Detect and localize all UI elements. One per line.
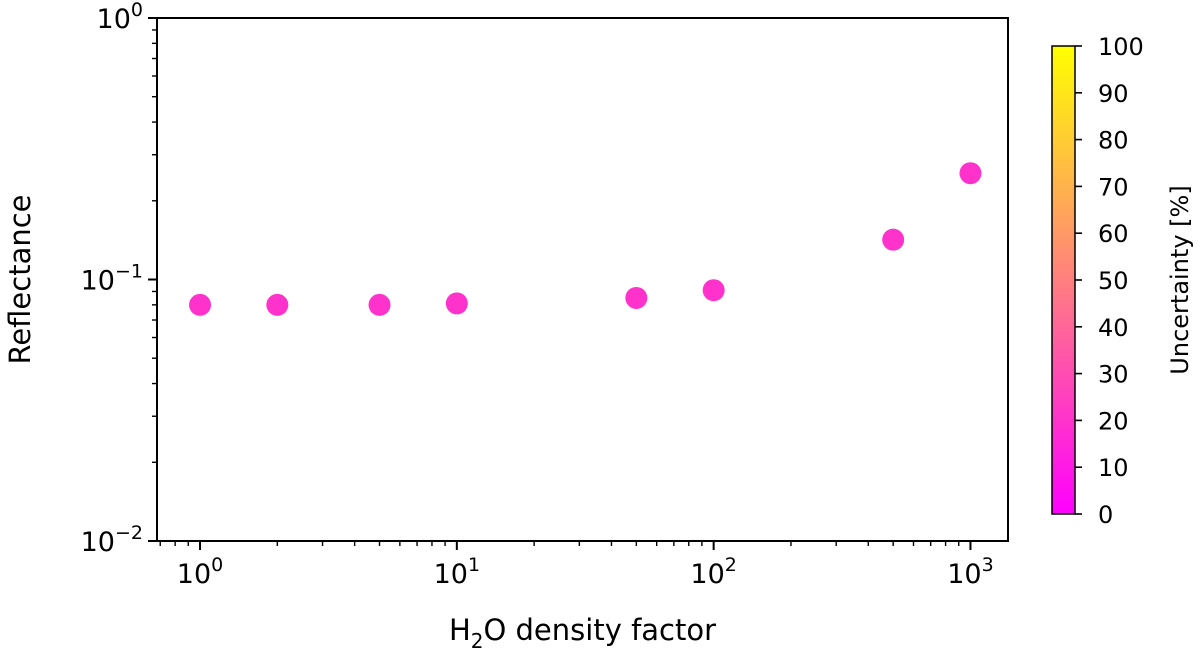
- colorbar-label: Uncertainty [%]: [1166, 185, 1194, 374]
- y-tick-label: 10−1: [81, 261, 143, 297]
- colorbar-tick-label: 60: [1098, 220, 1129, 248]
- colorbar: 0 10 20 30 40 50 60 70 80 90 100 Uncertainty [%]: [1051, 33, 1194, 529]
- y-tick-label: 100: [97, 0, 143, 35]
- y-axis-label: Reflectance: [3, 194, 37, 364]
- y-tick-label: 10−2: [81, 522, 143, 558]
- colorbar-gradient: [1051, 45, 1076, 515]
- x-major-ticks: 100 101 102 103: [177, 541, 994, 590]
- x-tick-label: 100: [177, 554, 223, 590]
- colorbar-tick-label: 70: [1098, 173, 1129, 201]
- y-major-ticks: 10−2 10−1 100: [81, 0, 157, 558]
- plot-frame: [156, 17, 1009, 542]
- colorbar-ticks: 0 10 20 30 40 50 60 70 80 90 100: [1075, 33, 1144, 529]
- colorbar-tick-label: 50: [1098, 267, 1129, 295]
- colorbar-tick-label: 0: [1098, 501, 1113, 529]
- colorbar-tick-label: 40: [1098, 314, 1129, 342]
- data-point: [625, 286, 648, 309]
- colorbar-tick-label: 30: [1098, 361, 1129, 389]
- x-minor-ticks: [159, 541, 960, 546]
- x-tick-label: 102: [690, 554, 736, 590]
- data-point: [882, 228, 905, 251]
- colorbar-tick-label: 10: [1098, 454, 1129, 482]
- colorbar-tick-label: 80: [1098, 127, 1129, 155]
- x-tick-label: 101: [434, 554, 480, 590]
- colorbar-tick-label: 20: [1098, 407, 1129, 435]
- data-point: [189, 293, 212, 316]
- colorbar-tick-label: 100: [1098, 33, 1144, 61]
- data-point: [445, 292, 468, 315]
- data-point: [959, 162, 982, 185]
- x-axis-label: H2O density factor: [449, 613, 716, 650]
- plot-area: 100 101 102 103 10−2 10−1 100: [81, 0, 1009, 590]
- y-minor-ticks: [152, 29, 157, 463]
- data-point: [266, 293, 289, 316]
- data-point: [368, 293, 391, 316]
- colorbar-tick-label: 90: [1098, 80, 1129, 108]
- data-points: [189, 162, 982, 316]
- data-point: [702, 279, 725, 302]
- x-tick-label: 103: [947, 554, 993, 590]
